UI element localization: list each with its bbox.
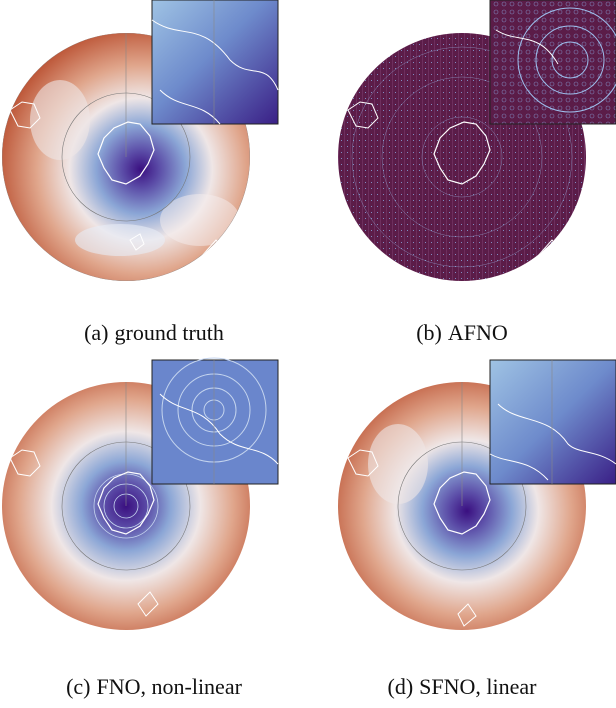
panel-a-plot — [2, 0, 279, 281]
panel-c-plot — [2, 357, 279, 630]
inset-zoom — [151, 357, 279, 485]
panel-c: (c) FNO, non-linear — [0, 354, 308, 708]
caption-text: AFNO — [447, 320, 508, 345]
globe-overlays — [347, 382, 527, 627]
globe-overlays — [2, 33, 250, 281]
caption-text: FNO, non-linear — [96, 674, 242, 699]
caption-b: (b) AFNO — [308, 320, 616, 346]
panel-b: (b) AFNO — [308, 0, 616, 354]
caption-a: (a) ground truth — [0, 320, 308, 346]
caption-c: (c) FNO, non-linear — [0, 674, 308, 700]
panel-b-plot — [338, 0, 616, 281]
inset-zoom — [489, 359, 616, 485]
caption-label: (c) — [66, 674, 91, 699]
inset-zoom — [151, 0, 279, 125]
caption-label: (d) — [387, 674, 414, 699]
caption-text: ground truth — [114, 320, 224, 345]
panel-d: (d) SFNO, linear — [308, 354, 616, 708]
globe-overlays — [9, 382, 191, 617]
panel-a: (a) ground truth — [0, 0, 308, 354]
caption-d: (d) SFNO, linear — [308, 674, 616, 700]
globe-overlays — [347, 46, 573, 268]
caption-label: (b) — [416, 320, 442, 345]
caption-label: (a) — [84, 320, 109, 345]
caption-text: SFNO, linear — [419, 674, 537, 699]
inset-zoom — [489, 0, 616, 125]
panel-d-plot — [338, 359, 616, 630]
